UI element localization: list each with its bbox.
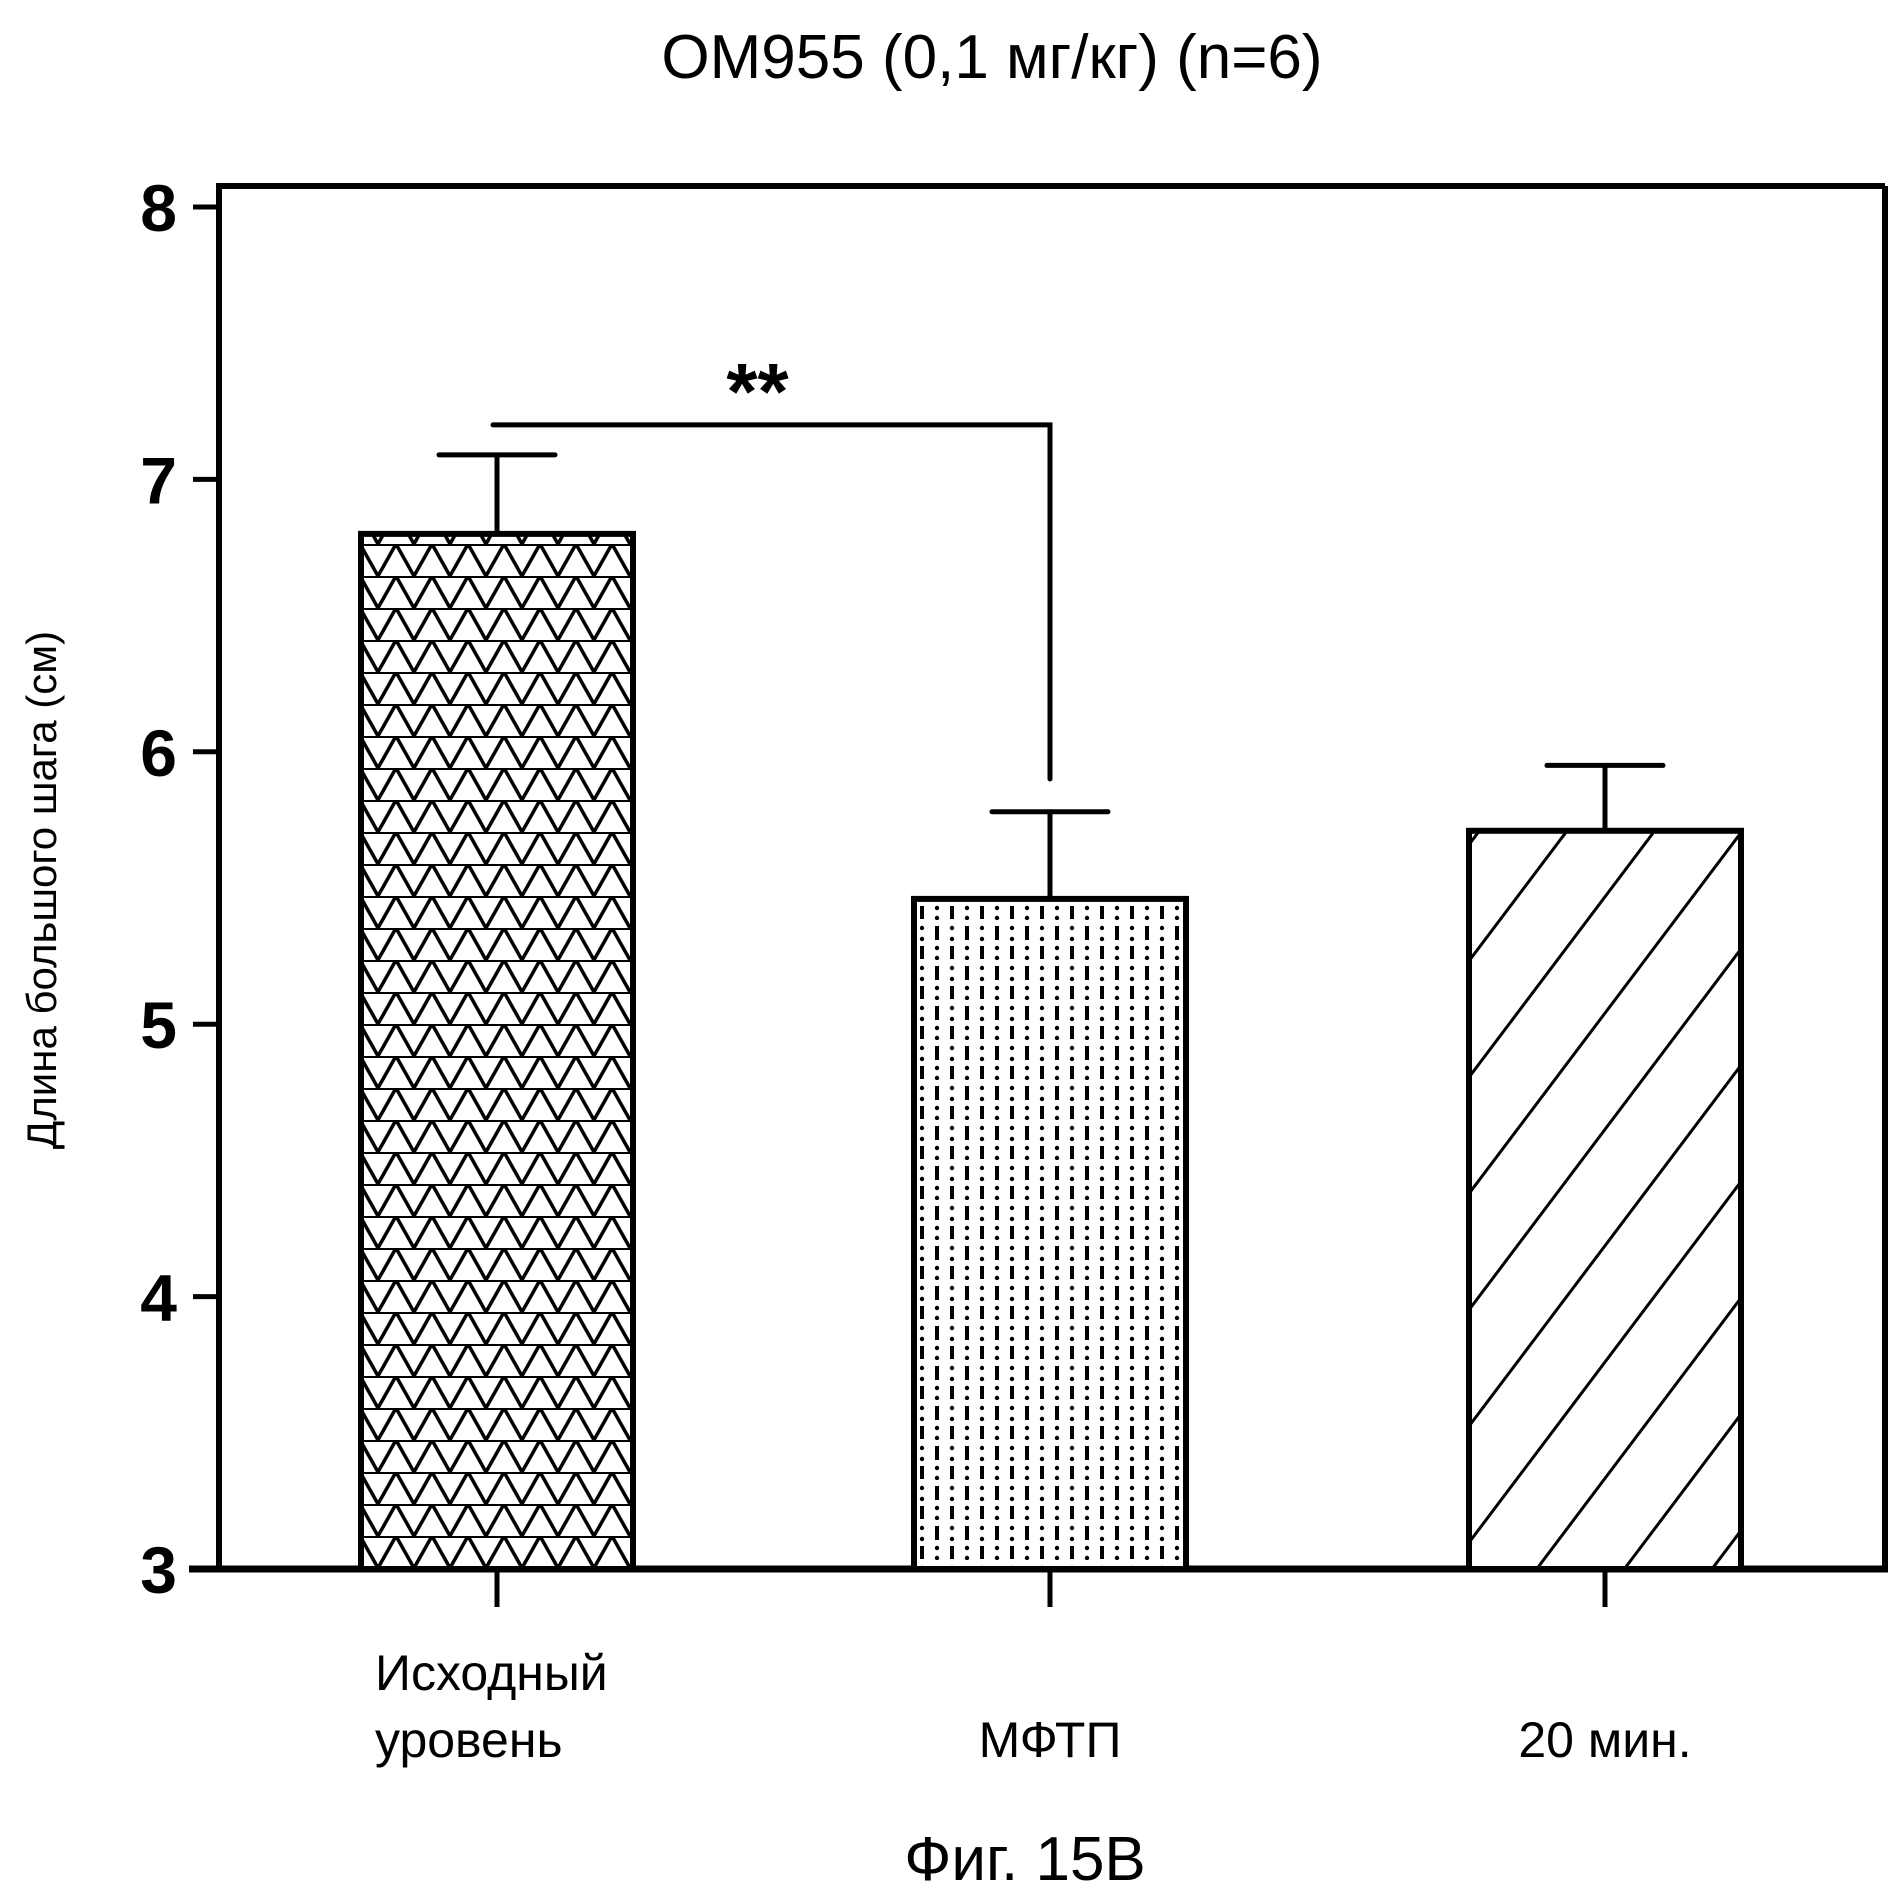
x-category-label: МФТП bbox=[979, 1712, 1122, 1768]
y-axis: 3 4 5 6 7 8 bbox=[140, 171, 219, 1607]
x-axis: Исходный уровень МФТП 20 мин. bbox=[375, 1569, 1692, 1768]
figure-caption: Фиг. 15B bbox=[904, 1825, 1146, 1888]
significance-label: ** bbox=[726, 347, 789, 436]
x-category-label: уровень bbox=[375, 1712, 563, 1768]
error-bars bbox=[436, 452, 1666, 899]
x-category-label: Исходный bbox=[375, 1645, 608, 1701]
y-tick-label: 6 bbox=[140, 716, 177, 790]
y-tick-label: 4 bbox=[140, 1261, 177, 1335]
significance-bracket bbox=[490, 422, 1053, 782]
y-tick-label: 8 bbox=[140, 171, 177, 245]
bar-0 bbox=[358, 530, 636, 1572]
y-tick-label: 5 bbox=[140, 988, 177, 1062]
y-tick-label: 7 bbox=[140, 443, 177, 517]
bar-2 bbox=[1466, 827, 1744, 1572]
y-tick-label: 3 bbox=[140, 1533, 177, 1607]
chart-title: OM955 (0,1 мг/кг) (n=6) bbox=[661, 23, 1322, 92]
x-category-label: 20 мин. bbox=[1518, 1712, 1691, 1768]
y-axis-label: Длина большого шага (см) bbox=[18, 631, 65, 1149]
significance-brackets: ** bbox=[490, 347, 1053, 782]
bar-1 bbox=[911, 895, 1189, 1572]
